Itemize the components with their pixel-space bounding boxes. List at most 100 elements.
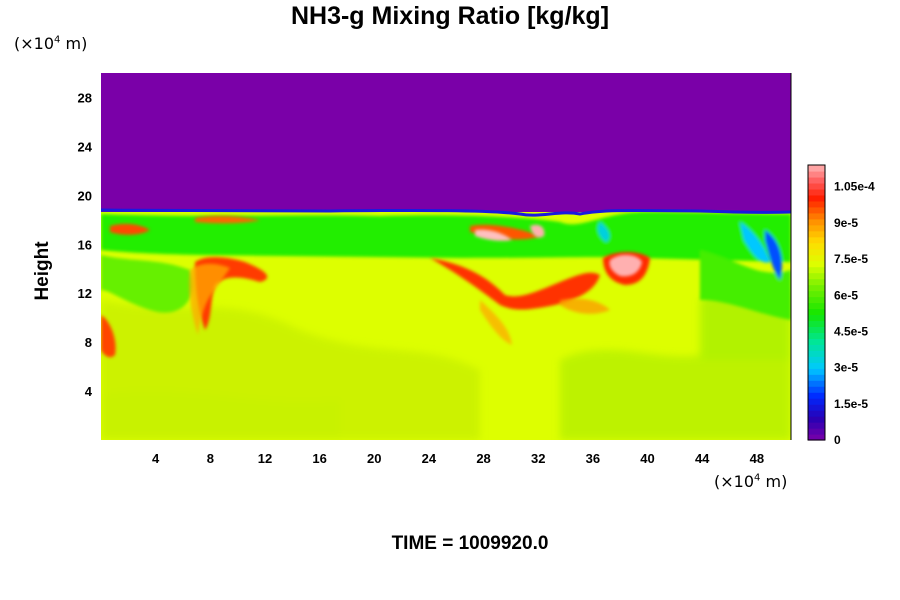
field-green-patch (700, 250, 791, 320)
time-label: TIME = 1009920.0 (391, 533, 549, 554)
colorbar-segment (808, 242, 825, 250)
colorbar-segment (808, 386, 825, 393)
field-peak-region (475, 229, 512, 241)
colorbar-segment (808, 422, 825, 429)
colorbar-segment (808, 182, 825, 190)
colorbar-frame (807, 164, 826, 441)
field-high-region (195, 215, 260, 224)
x-tick-label: 28 (476, 451, 490, 466)
x-tick-label: 48 (750, 451, 764, 466)
colorbar-segment (808, 248, 825, 256)
x-tick-label: 4 (152, 451, 160, 466)
colorbar-segment (808, 278, 825, 286)
colorbar-segment (808, 380, 825, 387)
colorbar-tick-label: 7.5e-5 (834, 252, 868, 266)
colorbar-segment (808, 428, 825, 435)
colorbar-segment (808, 254, 825, 262)
colorbar-segment (808, 188, 825, 196)
colorbar-ticks: 0 1.5e-5 3e-5 4.5e-5 6e-5 7.5e-5 9e-5 1.05e-4 (834, 180, 875, 447)
colorbar-segment (808, 362, 825, 369)
colorbar-tick-label: 3e-5 (834, 361, 858, 375)
colorbar-segment (808, 230, 825, 238)
colorbar-segment (808, 170, 825, 178)
colorbar-tick-label: 6e-5 (834, 288, 858, 302)
x-axis-ticks: 4 8 12 16 20 24 28 32 36 40 44 48 (152, 451, 764, 466)
y-tick-label: 12 (78, 286, 92, 301)
colorbar-segment (808, 260, 825, 268)
colorbar-segment (808, 398, 825, 405)
x-tick-label: 20 (367, 451, 381, 466)
y-tick-label: 8 (85, 335, 92, 350)
colorbar-tick-label: 9e-5 (834, 216, 858, 230)
field-boundary-edge (101, 208, 791, 217)
colorbar-segment (808, 272, 825, 280)
colorbar-tick-label: 1.05e-4 (834, 180, 875, 194)
y-tick-label: 28 (78, 90, 92, 105)
colorbar-segment (808, 392, 825, 399)
colorbar-segment (808, 290, 825, 298)
field-green-patch (101, 255, 193, 313)
field-cyan-patch (765, 230, 782, 280)
colorbar-segment (808, 434, 825, 441)
x-tick-label: 44 (695, 451, 710, 466)
y-tick-label: 24 (78, 139, 93, 154)
colorbar-segment (808, 236, 825, 244)
field-high-region (101, 315, 116, 358)
y-axis-unit: (×104 m) (14, 34, 88, 53)
x-tick-label: 32 (531, 451, 545, 466)
colorbar-tick-label: 1.5e-5 (834, 397, 868, 411)
colorbar-segment (808, 344, 825, 351)
colorbar-segment (808, 368, 825, 375)
field-peak-region (530, 224, 545, 238)
colorbar-segment (808, 200, 825, 208)
field-orange-edge (189, 263, 230, 335)
field-cyan-patch (598, 222, 610, 242)
x-tick-label: 12 (258, 451, 272, 466)
x-tick-label: 36 (586, 451, 600, 466)
field-high-region (430, 258, 600, 310)
colorbar-segment (808, 194, 825, 202)
colorbar-segment (808, 284, 825, 292)
colorbar-tick-label: 4.5e-5 (834, 324, 868, 338)
y-tick-label: 16 (78, 237, 92, 252)
x-tick-label: 8 (207, 451, 214, 466)
heatmap-field (101, 73, 791, 440)
colorbar-segment (808, 302, 825, 310)
colorbar-segment (808, 410, 825, 417)
colorbar-segment (808, 296, 825, 304)
colorbar-segment (808, 374, 825, 381)
colorbar-segment (808, 218, 825, 226)
colorbar-segment (808, 356, 825, 363)
field-orange-edge (480, 300, 512, 345)
colorbar-tick-label: 0 (834, 433, 841, 447)
colorbar-segment (808, 338, 825, 345)
colorbar-segment (808, 176, 825, 184)
x-tick-label: 24 (422, 451, 437, 466)
colorbar-segment (808, 224, 825, 232)
field-orange-edge (560, 298, 610, 314)
colorbar-segment (808, 350, 825, 357)
chart-title: NH3-g Mixing Ratio [kg/kg] (290, 2, 610, 30)
colorbar-segment (808, 308, 825, 316)
y-axis-ticks: 4 8 12 16 20 24 28 (78, 90, 93, 399)
colorbar-segment (808, 212, 825, 220)
y-tick-label: 4 (85, 384, 93, 399)
colorbar-segment (808, 404, 825, 411)
x-tick-label: 16 (312, 451, 326, 466)
x-axis-unit: (×104 m) (714, 472, 788, 491)
colorbar-segment (808, 206, 825, 214)
field-peak-region (609, 254, 642, 277)
colorbar-segment (808, 326, 825, 333)
colorbar-segment (808, 165, 825, 172)
field-cyan-patch (740, 222, 770, 263)
field-lower-texture (101, 390, 340, 440)
x-tick-label: 40 (640, 451, 654, 466)
field-green-band (101, 212, 791, 262)
y-tick-label: 20 (78, 188, 92, 203)
colorbar-segment (808, 416, 825, 423)
colorbar (807, 164, 826, 441)
colorbar-segment (808, 266, 825, 274)
colorbar-segment (808, 314, 825, 322)
colorbar-segment (808, 320, 825, 328)
